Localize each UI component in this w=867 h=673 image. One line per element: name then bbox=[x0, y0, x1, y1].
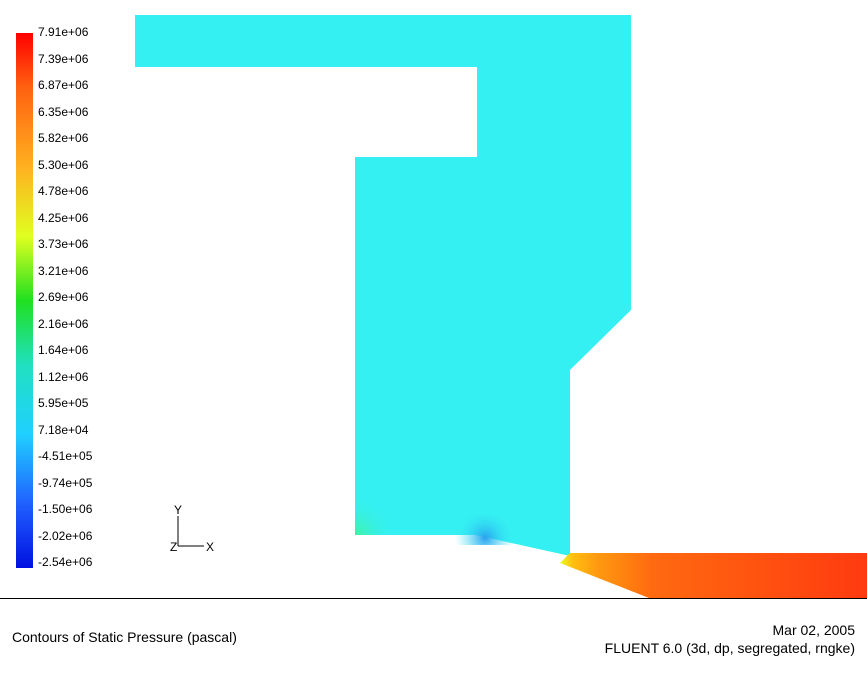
colorbar-label: 5.30e+06 bbox=[38, 157, 89, 172]
colorbar-label: 2.16e+06 bbox=[38, 316, 89, 331]
axis-label-y: Y bbox=[174, 503, 182, 517]
colorbar-label: 7.39e+06 bbox=[38, 51, 89, 66]
colorbar-label: -9.74e+05 bbox=[38, 475, 93, 490]
flow-domain-svg bbox=[135, 15, 867, 598]
colorbar-label: 3.21e+06 bbox=[38, 263, 89, 278]
contour-plot: 7.91e+06 7.39e+06 6.87e+06 6.35e+06 5.82e+06… bbox=[16, 15, 867, 598]
caption-title: Contours of Static Pressure (pascal) bbox=[12, 629, 237, 645]
caption-panel: Contours of Static Pressure (pascal) Mar… bbox=[0, 598, 867, 673]
colorbar-label: -2.02e+06 bbox=[38, 528, 93, 543]
axis-label-z: Z bbox=[170, 540, 177, 554]
colorbar-label: 2.69e+06 bbox=[38, 290, 89, 304]
colorbar-label: 4.25e+06 bbox=[38, 210, 89, 225]
axis-label-x: X bbox=[206, 540, 214, 554]
caption-solver: FLUENT 6.0 (3d, dp, segregated, rngke) bbox=[604, 640, 855, 656]
outlet-channel bbox=[560, 553, 867, 598]
caption-date: Mar 02, 2005 bbox=[772, 622, 856, 638]
colorbar-label: 3.73e+06 bbox=[38, 237, 89, 251]
colorbar-label: -4.51e+05 bbox=[38, 449, 93, 463]
colorbar-label: 6.87e+06 bbox=[38, 78, 89, 92]
colorbar-label: 1.64e+06 bbox=[38, 343, 89, 357]
colorbar-label: 6.35e+06 bbox=[38, 104, 89, 119]
colorbar-label: 1.12e+06 bbox=[38, 369, 89, 384]
low-pressure-contour bbox=[455, 515, 515, 545]
colorbar-label: 5.82e+06 bbox=[38, 131, 89, 145]
fluid-domain bbox=[135, 15, 631, 556]
colorbar bbox=[16, 33, 33, 568]
axis-triad: Y Z X bbox=[170, 503, 214, 554]
corner-contour bbox=[355, 495, 415, 535]
colorbar-label: 7.18e+04 bbox=[38, 422, 89, 437]
colorbar-label: 7.91e+06 bbox=[38, 25, 89, 39]
colorbar-label: 4.78e+06 bbox=[38, 184, 89, 198]
colorbar-label: -2.54e+06 bbox=[38, 555, 93, 569]
colorbar-label: 5.95e+05 bbox=[38, 396, 89, 410]
colorbar-label: -1.50e+06 bbox=[38, 502, 93, 516]
